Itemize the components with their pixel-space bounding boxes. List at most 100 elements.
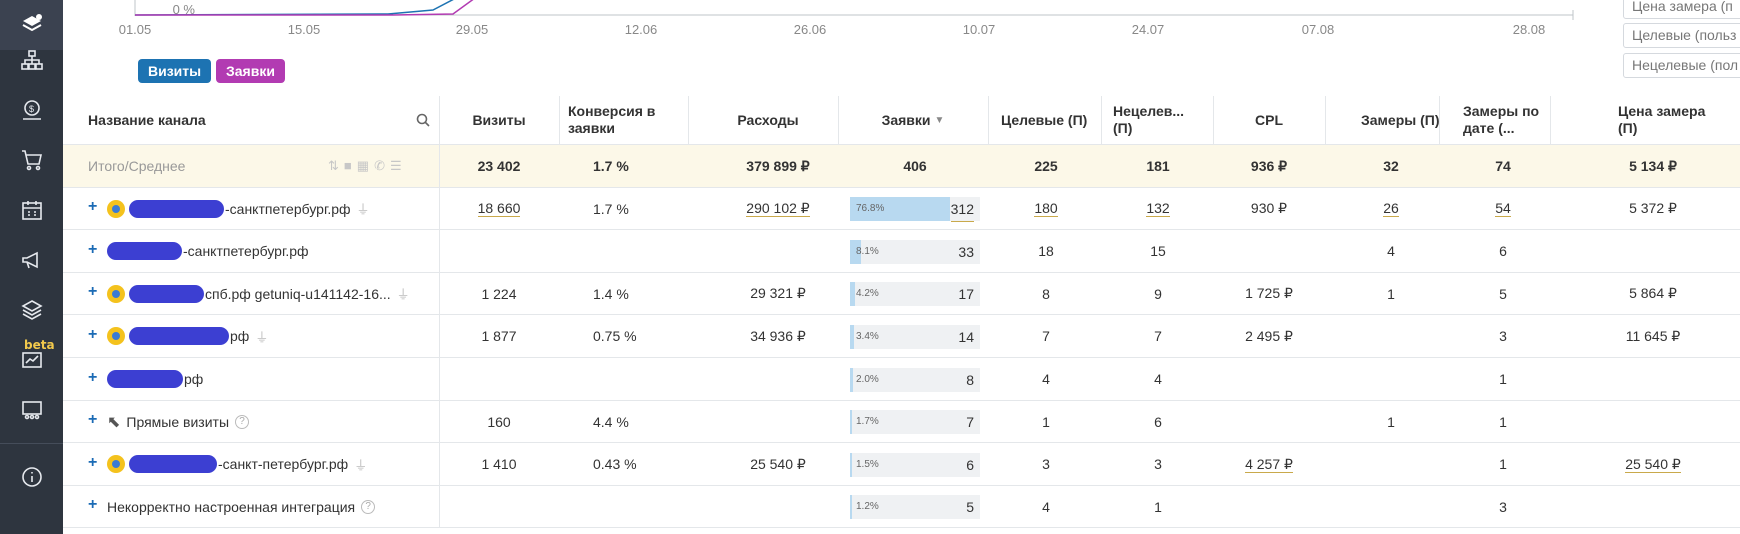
- sort-icon[interactable]: ⇅: [328, 158, 339, 173]
- legend-requests-button[interactable]: Заявки: [216, 59, 285, 83]
- team-icon[interactable]: [0, 385, 63, 435]
- cell-nontarget[interactable]: 132: [1146, 200, 1170, 217]
- channel-name: -санкт-петербург.рф ⏚: [63, 443, 439, 485]
- legend-visits-button[interactable]: Визиты: [138, 59, 212, 83]
- cell-nontarget: 9: [1154, 285, 1162, 302]
- expand-button[interactable]: +: [88, 198, 98, 215]
- cell-nontarget: 6: [1154, 413, 1162, 430]
- table-row[interactable]: + спб.рф getuniq-u141142-16... ⏚ 1 224 1.…: [63, 273, 1740, 315]
- series-requests-line: [135, 0, 474, 16]
- cell-measures-date: 1: [1499, 413, 1507, 430]
- cell-nontarget: 15: [1150, 243, 1166, 259]
- stack-icon[interactable]: [0, 285, 63, 335]
- cell-visits[interactable]: 18 660: [477, 200, 521, 217]
- cell-target: 4: [1042, 371, 1050, 387]
- help-icon[interactable]: ?: [235, 414, 250, 429]
- expand-button[interactable]: +: [88, 283, 98, 300]
- cell-cpl[interactable]: 4 257 ₽: [1245, 455, 1293, 473]
- square-icon[interactable]: ■: [343, 158, 352, 173]
- cell-measures-date: 1: [1499, 456, 1507, 472]
- header-cpl[interactable]: CPL: [1255, 111, 1283, 128]
- plug-icon: ⏚: [354, 457, 368, 473]
- info-icon[interactable]: [0, 452, 63, 502]
- expand-button[interactable]: +: [88, 454, 98, 471]
- channel-name: рф: [63, 358, 439, 400]
- cell-measures-date[interactable]: 54: [1495, 200, 1511, 217]
- requests-bar[interactable]: 76.8% 312: [850, 197, 980, 222]
- expand-button[interactable]: +: [88, 496, 98, 513]
- header-visits[interactable]: Визиты: [472, 111, 526, 128]
- redacted-block: [129, 284, 204, 303]
- requests-bar[interactable]: 3.4% 14: [850, 325, 980, 349]
- table-row[interactable]: + Некорректно настроенная интеграция? 1.…: [63, 486, 1740, 528]
- cart-icon[interactable]: [0, 135, 63, 185]
- sitemap-icon[interactable]: [0, 35, 63, 85]
- table-row[interactable]: + ⬉ Прямые визиты? 160 4.4 % 1.7% 7 1 6 1 …: [63, 401, 1740, 443]
- table-row[interactable]: + -санктпетербург.рф 8.1% 33 18 15 4 6: [63, 230, 1740, 273]
- megaphone-icon[interactable]: [0, 235, 63, 285]
- channel-name: спб.рф getuniq-u141142-16... ⏚: [63, 273, 439, 314]
- header-measures-date[interactable]: Замеры по дате (...: [1463, 103, 1540, 136]
- cell-expenses[interactable]: 290 102 ₽: [746, 200, 810, 217]
- table-row[interactable]: + -санктпетербург.рф ⏚ 18 660 1.7 % 290 1…: [63, 188, 1740, 230]
- header-requests[interactable]: Заявки ▼: [838, 96, 988, 144]
- cell-measures: 1: [1387, 413, 1395, 430]
- requests-bar[interactable]: 4.2% 17: [850, 282, 980, 306]
- header-target[interactable]: Целевые (П): [1001, 111, 1088, 128]
- header-measure-price[interactable]: Цена замера (П): [1618, 103, 1706, 136]
- expand-button[interactable]: +: [88, 241, 98, 258]
- cell-expenses: 25 540 ₽: [750, 455, 806, 472]
- field-option[interactable]: Цена замера (п: [1623, 0, 1740, 19]
- x-tick: 26.06: [793, 22, 827, 37]
- header-nontarget[interactable]: Нецелев... (П): [1113, 103, 1185, 136]
- x-tick: 10.07: [962, 22, 996, 37]
- requests-bar[interactable]: 1.2% 5: [850, 495, 980, 519]
- list-icon[interactable]: ☰: [389, 158, 402, 173]
- requests-bar[interactable]: 1.7% 7: [850, 410, 980, 434]
- table-row[interactable]: + -санкт-петербург.рф ⏚ 1 410 0.43 % 25 5…: [63, 443, 1740, 486]
- x-tick: 12.06: [624, 22, 658, 37]
- header-conversion[interactable]: Конверсия в заявки: [568, 103, 656, 136]
- table-row[interactable]: + рф ⏚ 1 877 0.75 % 34 936 ₽ 3.4% 14 7 7 2…: [63, 315, 1740, 358]
- field-option[interactable]: Целевые (польз: [1623, 23, 1740, 48]
- yandex-logo-icon: [107, 455, 125, 473]
- table-row[interactable]: + рф 2.0% 8 4 4 1: [63, 358, 1740, 401]
- channel-name: рф ⏚: [63, 315, 439, 357]
- expand-button[interactable]: +: [88, 369, 98, 386]
- search-icon[interactable]: [413, 96, 433, 144]
- money-icon[interactable]: $: [0, 85, 63, 135]
- cell-measures-date: 6: [1499, 243, 1507, 259]
- field-option[interactable]: Нецелевые (пол: [1623, 53, 1740, 78]
- expand-button[interactable]: +: [88, 411, 98, 428]
- cell-cpl: 2 495 ₽: [1245, 327, 1293, 344]
- cell-measures[interactable]: 26: [1383, 200, 1399, 217]
- chart-lines: [134, 0, 1574, 20]
- calendar-icon[interactable]: [0, 185, 63, 235]
- chart-icon[interactable]: ▦: [356, 158, 370, 173]
- header-name[interactable]: Название канала: [88, 111, 206, 128]
- cell-cpl: 1 725 ₽: [1245, 285, 1293, 301]
- cell-measure-price: 11 645 ₽: [1625, 327, 1681, 344]
- header-measures[interactable]: Замеры (П): [1361, 111, 1440, 128]
- redacted-block: [107, 242, 182, 260]
- cell-measure-price[interactable]: 25 540 ₽: [1625, 455, 1681, 473]
- phone-icon[interactable]: ✆: [374, 158, 385, 173]
- total-toolbar: ⇅ ■ ▦ ✆ ☰: [328, 158, 402, 174]
- cell-conversion: 1.4 %: [593, 285, 629, 302]
- cell-cpl: 930 ₽: [1250, 200, 1288, 216]
- cell-visits: 160: [487, 413, 511, 430]
- chart-area: 0 % 01.05 15.05 29.05 12.06 26.06 10.07 …: [63, 0, 1593, 95]
- add-layers-icon[interactable]: [0, 0, 63, 50]
- requests-bar[interactable]: 2.0% 8: [850, 368, 980, 392]
- requests-bar[interactable]: 8.1% 33: [850, 240, 980, 264]
- cell-target: 3: [1042, 456, 1050, 472]
- chart-beta-icon[interactable]: [0, 335, 63, 385]
- channel-name: -санктпетербург.рф ⏚: [63, 188, 439, 229]
- help-icon[interactable]: ?: [361, 499, 376, 514]
- cell-target[interactable]: 180: [1034, 200, 1058, 217]
- header-expenses[interactable]: Расходы: [737, 111, 799, 128]
- x-tick: 29.05: [455, 22, 489, 37]
- channel-name: ⬉ Прямые визиты?: [63, 401, 439, 442]
- expand-button[interactable]: +: [88, 326, 98, 343]
- requests-bar[interactable]: 1.5% 6: [850, 453, 980, 477]
